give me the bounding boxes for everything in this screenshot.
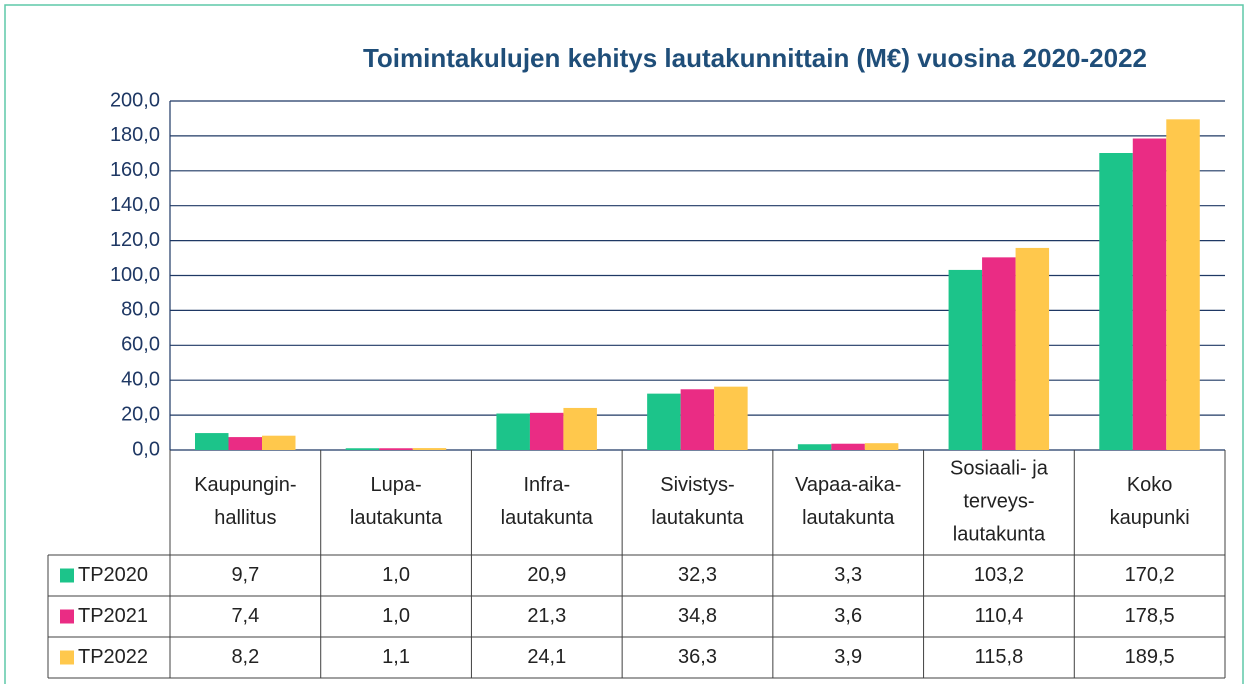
bar xyxy=(864,443,899,450)
bar xyxy=(228,437,262,450)
category-label: lautakunta xyxy=(350,507,443,529)
category-label: Vapaa-aika- xyxy=(795,474,901,496)
y-tick-label: 60,0 xyxy=(121,334,160,356)
table-value: 115,8 xyxy=(975,646,1024,668)
bar xyxy=(714,386,748,450)
table-value: 20,9 xyxy=(527,564,566,586)
y-tick-label: 80,0 xyxy=(121,299,160,321)
bar xyxy=(1015,247,1050,450)
y-tick-label: 180,0 xyxy=(110,124,160,146)
legend-swatch xyxy=(60,650,74,665)
category-label: Sosiaali- ja xyxy=(950,457,1049,479)
y-tick-label: 20,0 xyxy=(121,403,160,425)
bar xyxy=(379,448,413,450)
bar xyxy=(948,269,983,450)
table-value: 110,4 xyxy=(975,605,1024,627)
category-label: Sivistys- xyxy=(660,474,734,496)
bar xyxy=(797,444,832,450)
category-label: lautakunta xyxy=(501,507,594,529)
y-tick-label: 0,0 xyxy=(132,438,160,460)
table-value: 3,3 xyxy=(834,564,862,586)
frame xyxy=(4,4,1244,689)
table-value: 1,1 xyxy=(382,646,410,668)
bar xyxy=(1099,153,1133,450)
chart-title: Toimintakulujen kehitys lautakunnittain … xyxy=(363,43,1147,73)
table-value: 8,2 xyxy=(231,646,259,668)
table-value: 189,5 xyxy=(1125,646,1175,668)
legend-label: TP2020 xyxy=(78,564,148,586)
category-label: lautakunta xyxy=(953,523,1046,545)
bar xyxy=(831,443,865,450)
legend-label: TP2022 xyxy=(78,646,148,668)
category-label: Kaupungin- xyxy=(194,474,296,496)
table-value: 3,6 xyxy=(834,605,862,627)
y-tick-label: 160,0 xyxy=(110,159,160,181)
bar xyxy=(496,413,530,450)
category-label: Infra- xyxy=(523,474,570,496)
table-value: 34,8 xyxy=(678,605,717,627)
legend-label: TP2021 xyxy=(78,605,148,627)
category-label: Koko xyxy=(1127,474,1173,496)
table-value: 170,2 xyxy=(1125,564,1175,586)
table-value: 9,7 xyxy=(231,564,259,586)
table-value: 103,2 xyxy=(974,564,1024,586)
bar xyxy=(195,433,229,450)
bar xyxy=(345,448,380,450)
table-value: 32,3 xyxy=(678,564,717,586)
table-value: 7,4 xyxy=(231,605,259,627)
table-value: 24,1 xyxy=(527,646,566,668)
category-label: hallitus xyxy=(214,507,276,529)
bar xyxy=(1166,119,1200,450)
bar xyxy=(680,389,715,450)
table-value: 1,0 xyxy=(382,605,410,627)
table-value: 1,0 xyxy=(382,564,410,586)
table-value: 21,3 xyxy=(527,605,566,627)
bar xyxy=(1132,138,1167,450)
y-tick-label: 140,0 xyxy=(110,194,160,216)
category-label: Lupa- xyxy=(370,474,421,496)
bar xyxy=(982,257,1016,450)
legend-swatch xyxy=(60,609,74,624)
bar xyxy=(262,435,296,450)
category-label: kaupunki xyxy=(1110,507,1190,529)
legend-swatch xyxy=(60,568,74,583)
y-tick-label: 200,0 xyxy=(110,89,160,111)
bar xyxy=(563,407,597,450)
y-tick-label: 40,0 xyxy=(121,368,160,390)
category-label: lautakunta xyxy=(802,507,895,529)
table-value: 3,9 xyxy=(834,646,862,668)
category-label: terveys- xyxy=(963,490,1034,512)
category-label: lautakunta xyxy=(651,507,744,529)
bar xyxy=(529,412,564,450)
y-tick-label: 100,0 xyxy=(110,264,160,286)
bar xyxy=(647,393,681,450)
y-tick-label: 120,0 xyxy=(110,229,160,251)
table-value: 36,3 xyxy=(678,646,717,668)
table-value: 178,5 xyxy=(1125,605,1175,627)
bar xyxy=(412,448,447,450)
